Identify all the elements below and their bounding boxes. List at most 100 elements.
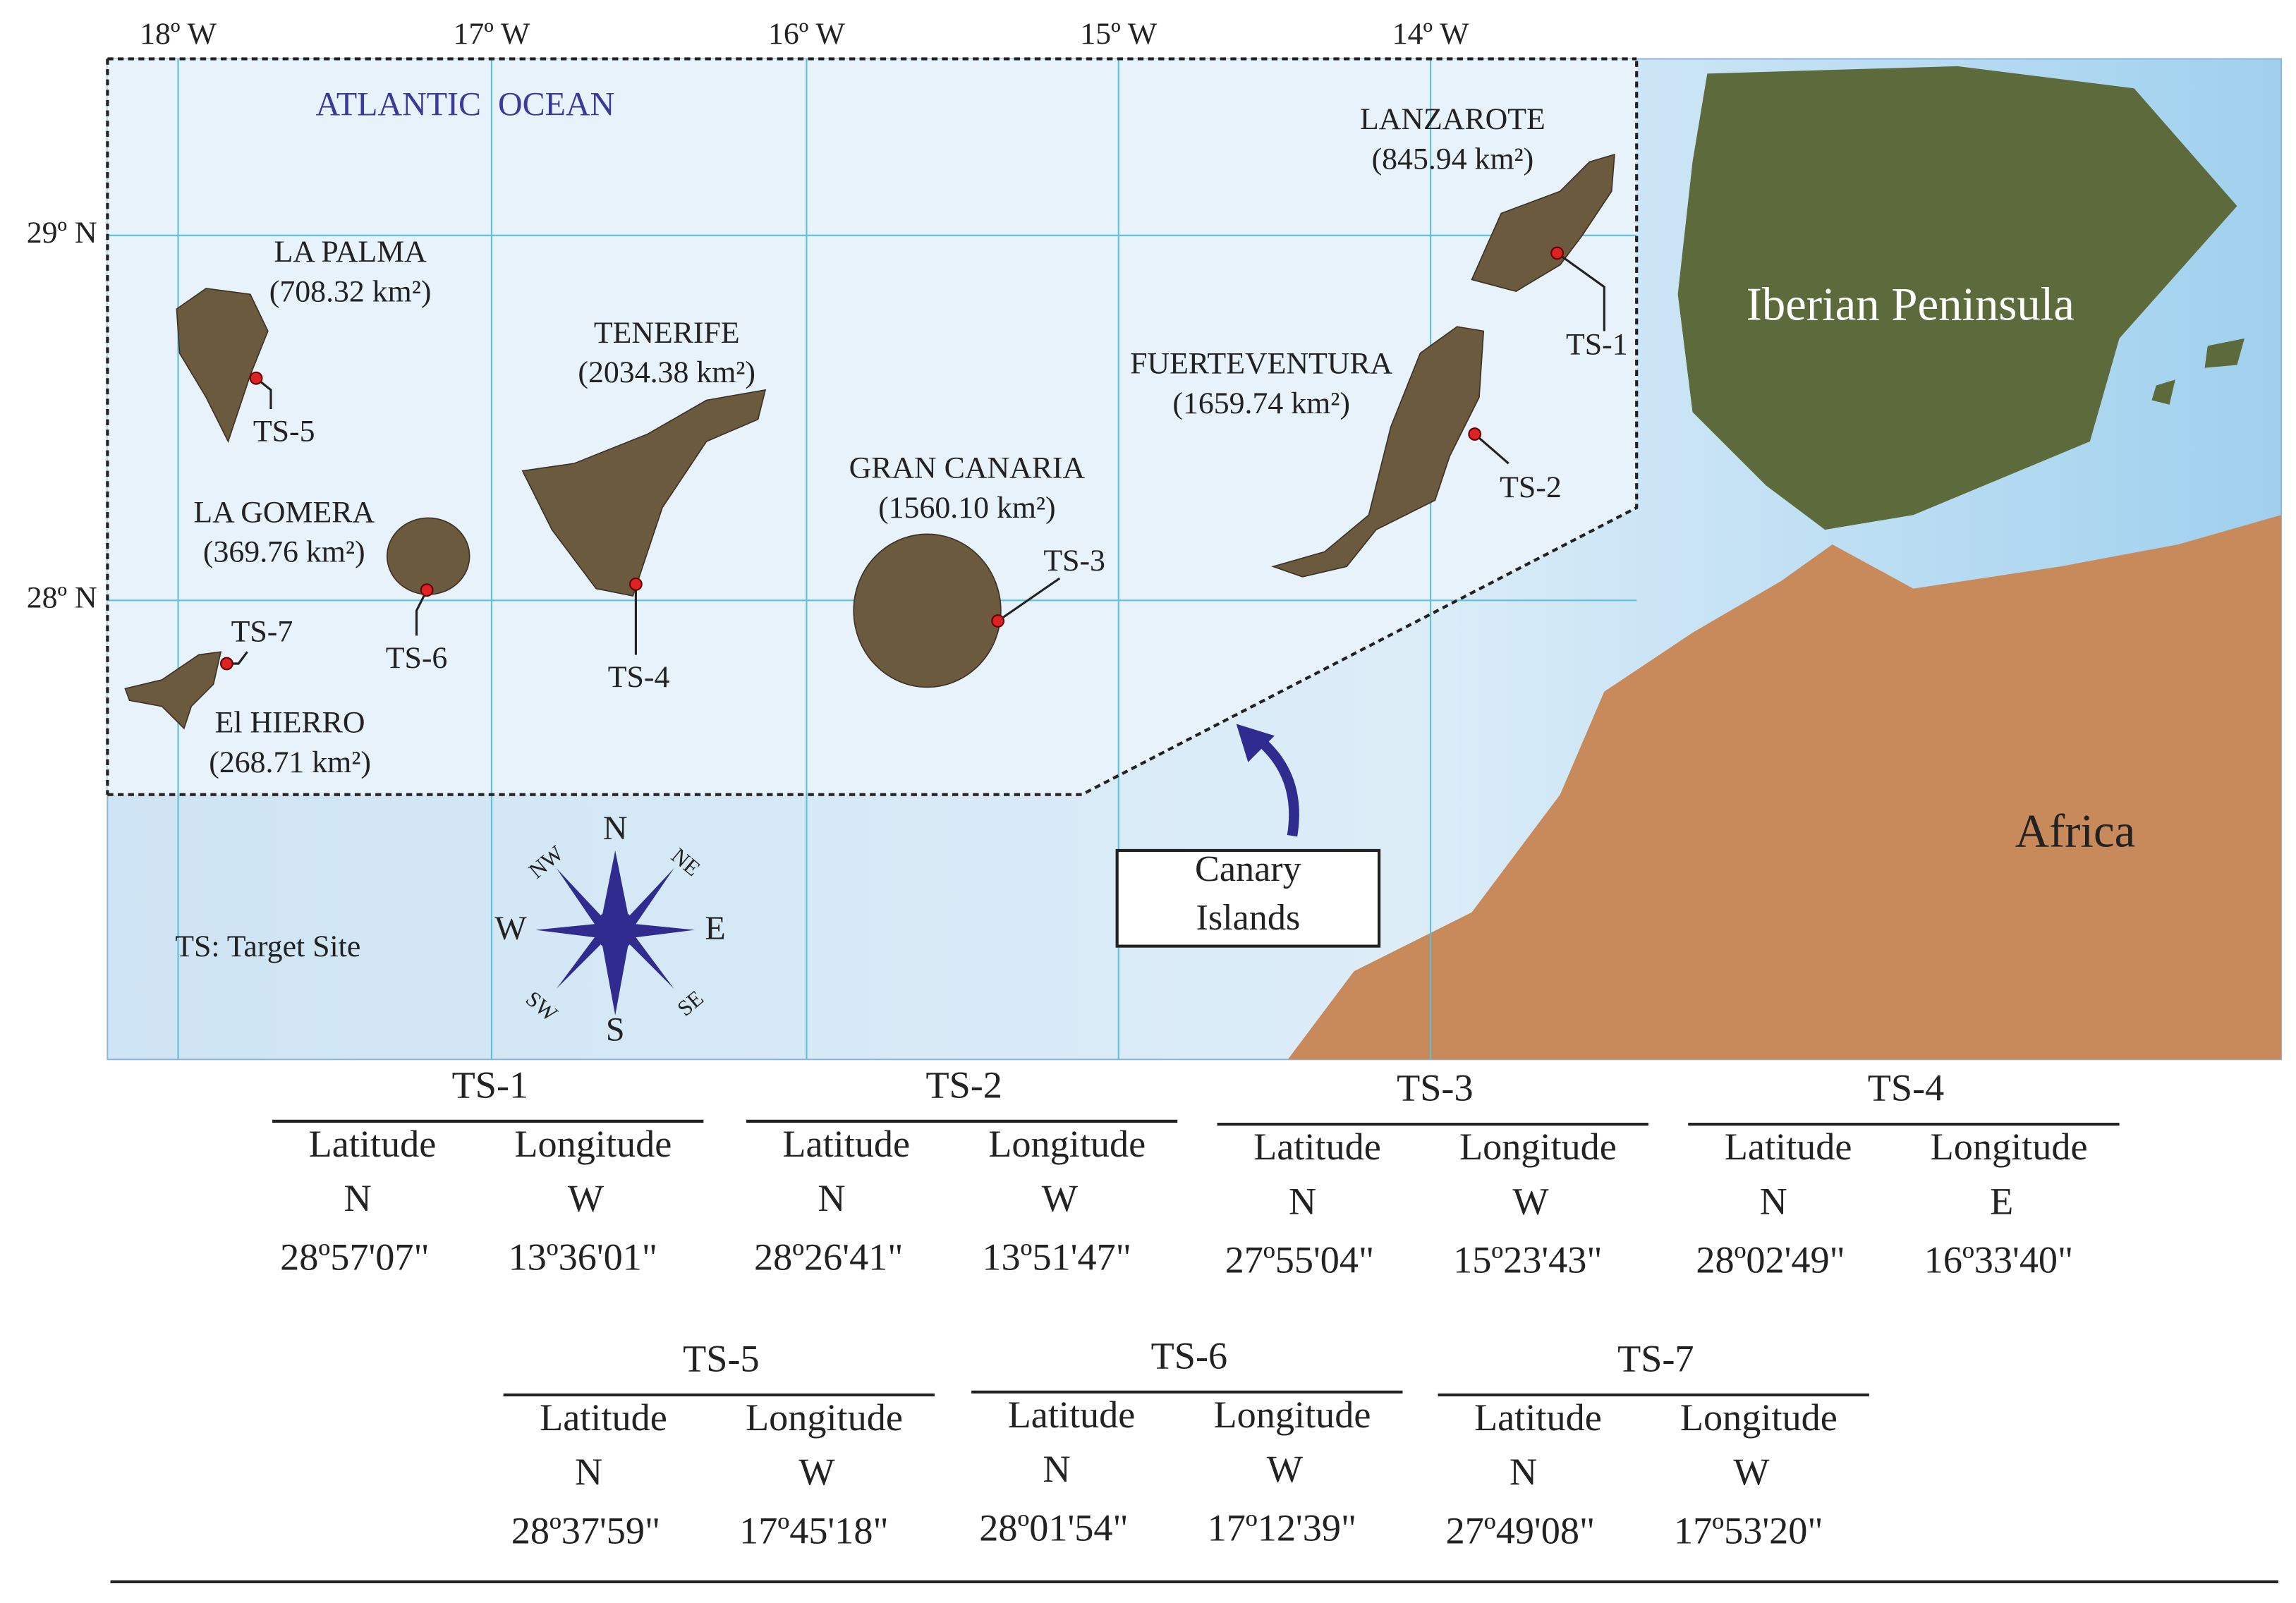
coordinate: 17º53'20" [1674,1510,1823,1552]
hemisphere: N [818,1177,845,1219]
compass-center [594,909,636,951]
compass-label: E [705,910,725,947]
column-header: Latitude [309,1123,437,1165]
island-name: El HIERRO [215,706,365,740]
coordinate: 27º49'08" [1446,1510,1595,1552]
column-header: Longitude [514,1123,672,1165]
coordinate: 27º55'04" [1225,1239,1374,1281]
target-site [991,614,1005,628]
target-site [219,657,233,671]
coordinate: 28º02'49" [1696,1239,1845,1281]
region-label: Africa [2015,805,2135,857]
column-header: Latitude [1253,1126,1381,1168]
site-heading: TS-4 [1868,1067,1944,1109]
leader-line [415,589,428,636]
ocean-label: ATLANTIC OCEAN [316,85,615,123]
target-site [1468,427,1482,441]
hemisphere: W [1042,1177,1079,1219]
column-header: Latitude [540,1396,667,1439]
island-area: (845.94 km²) [1372,142,1534,176]
target-site [629,577,643,591]
island-area: (708.32 km²) [269,274,432,308]
column-header: Longitude [746,1396,903,1439]
island-name: FUERTEVENTURA [1130,347,1392,381]
site-heading: TS-1 [452,1063,528,1106]
coordinate: 17º45'18" [739,1510,888,1552]
leader-line [997,577,1061,622]
region-label: Iberian Peninsula [1747,279,2075,330]
column-header: Longitude [1214,1394,1371,1436]
fuerteventura [1271,326,1485,578]
column-header: Longitude [988,1123,1146,1165]
coordinate: 13º51'47" [982,1236,1131,1279]
site-label: TS-3 [1043,544,1105,578]
longitude-label: 17º W [453,17,530,51]
island-name: GRAN CANARIA [849,451,1086,485]
inset-border [107,59,1639,796]
africa [1287,515,2282,1060]
longitude-label: 18º W [140,17,217,51]
inset-label: Canary [1195,849,1301,889]
hemisphere: N [344,1177,371,1219]
column-header: Latitude [1725,1126,1852,1168]
coordinate: 16º33'40" [1924,1239,2073,1281]
island-name: LA GOMERA [193,495,375,529]
site-label: TS-4 [608,660,670,694]
hemisphere: N [1043,1448,1071,1490]
hemisphere: W [568,1177,605,1219]
latitude-label: 29º N [27,216,97,250]
coordinate: 17º12'39" [1208,1506,1356,1549]
target-site [420,583,434,597]
hemisphere: N [1760,1180,1787,1222]
site-label: TS-6 [386,641,448,675]
island-name: LA PALMA [274,235,427,269]
inset-area [107,59,1637,795]
compass-label: S [606,1011,625,1049]
coordinate: 28º01'54" [979,1506,1128,1549]
hemisphere: E [1990,1180,2013,1222]
site-heading: TS-6 [1151,1334,1227,1377]
coordinate: 28º37'59" [511,1510,660,1552]
inset-label-box [1115,848,1381,948]
site-heading: TS-3 [1397,1067,1473,1109]
coordinate: 28º26'41" [754,1236,903,1279]
target-site [1550,246,1564,260]
island-name: TENERIFE [594,316,740,350]
column-header: Longitude [1459,1126,1617,1168]
site-heading: TS-5 [683,1338,759,1380]
lanzarote [1471,153,1615,293]
latitude-label: 28º N [27,580,97,614]
site-heading: TS-7 [1617,1338,1694,1380]
hemisphere: N [1510,1451,1537,1493]
tenerife [521,389,767,597]
longitude-label: 15º W [1080,17,1158,51]
column-header: Longitude [1680,1396,1838,1439]
coordinate: 28º57'07" [280,1236,429,1279]
island-area: (268.71 km²) [209,745,371,779]
coordinate: 13º36'01" [509,1236,657,1279]
site-label: TS-1 [1566,327,1628,361]
islet [2204,338,2245,368]
leader-line [1474,433,1510,465]
legend: TS: Target Site [175,930,360,963]
hemisphere: N [575,1451,602,1493]
gran-canaria [853,533,1002,688]
column-header: Longitude [1931,1126,2088,1168]
site-label: TS-7 [231,614,293,648]
site-label: TS-2 [1500,470,1562,504]
hemisphere: W [1267,1448,1304,1490]
inset-label: Islands [1196,898,1300,938]
island-area: (2034.38 km²) [578,355,755,389]
arrow-head [1236,724,1275,762]
hemisphere: W [1512,1180,1549,1222]
longitude-label: 16º W [768,17,846,51]
islet [2151,379,2175,405]
hemisphere: W [798,1451,835,1493]
el-hierro [124,651,222,730]
column-header: Latitude [782,1123,910,1165]
island-area: (369.76 km²) [203,535,365,569]
island-area: (1560.10 km²) [878,491,1056,525]
hemisphere: W [1733,1451,1770,1493]
